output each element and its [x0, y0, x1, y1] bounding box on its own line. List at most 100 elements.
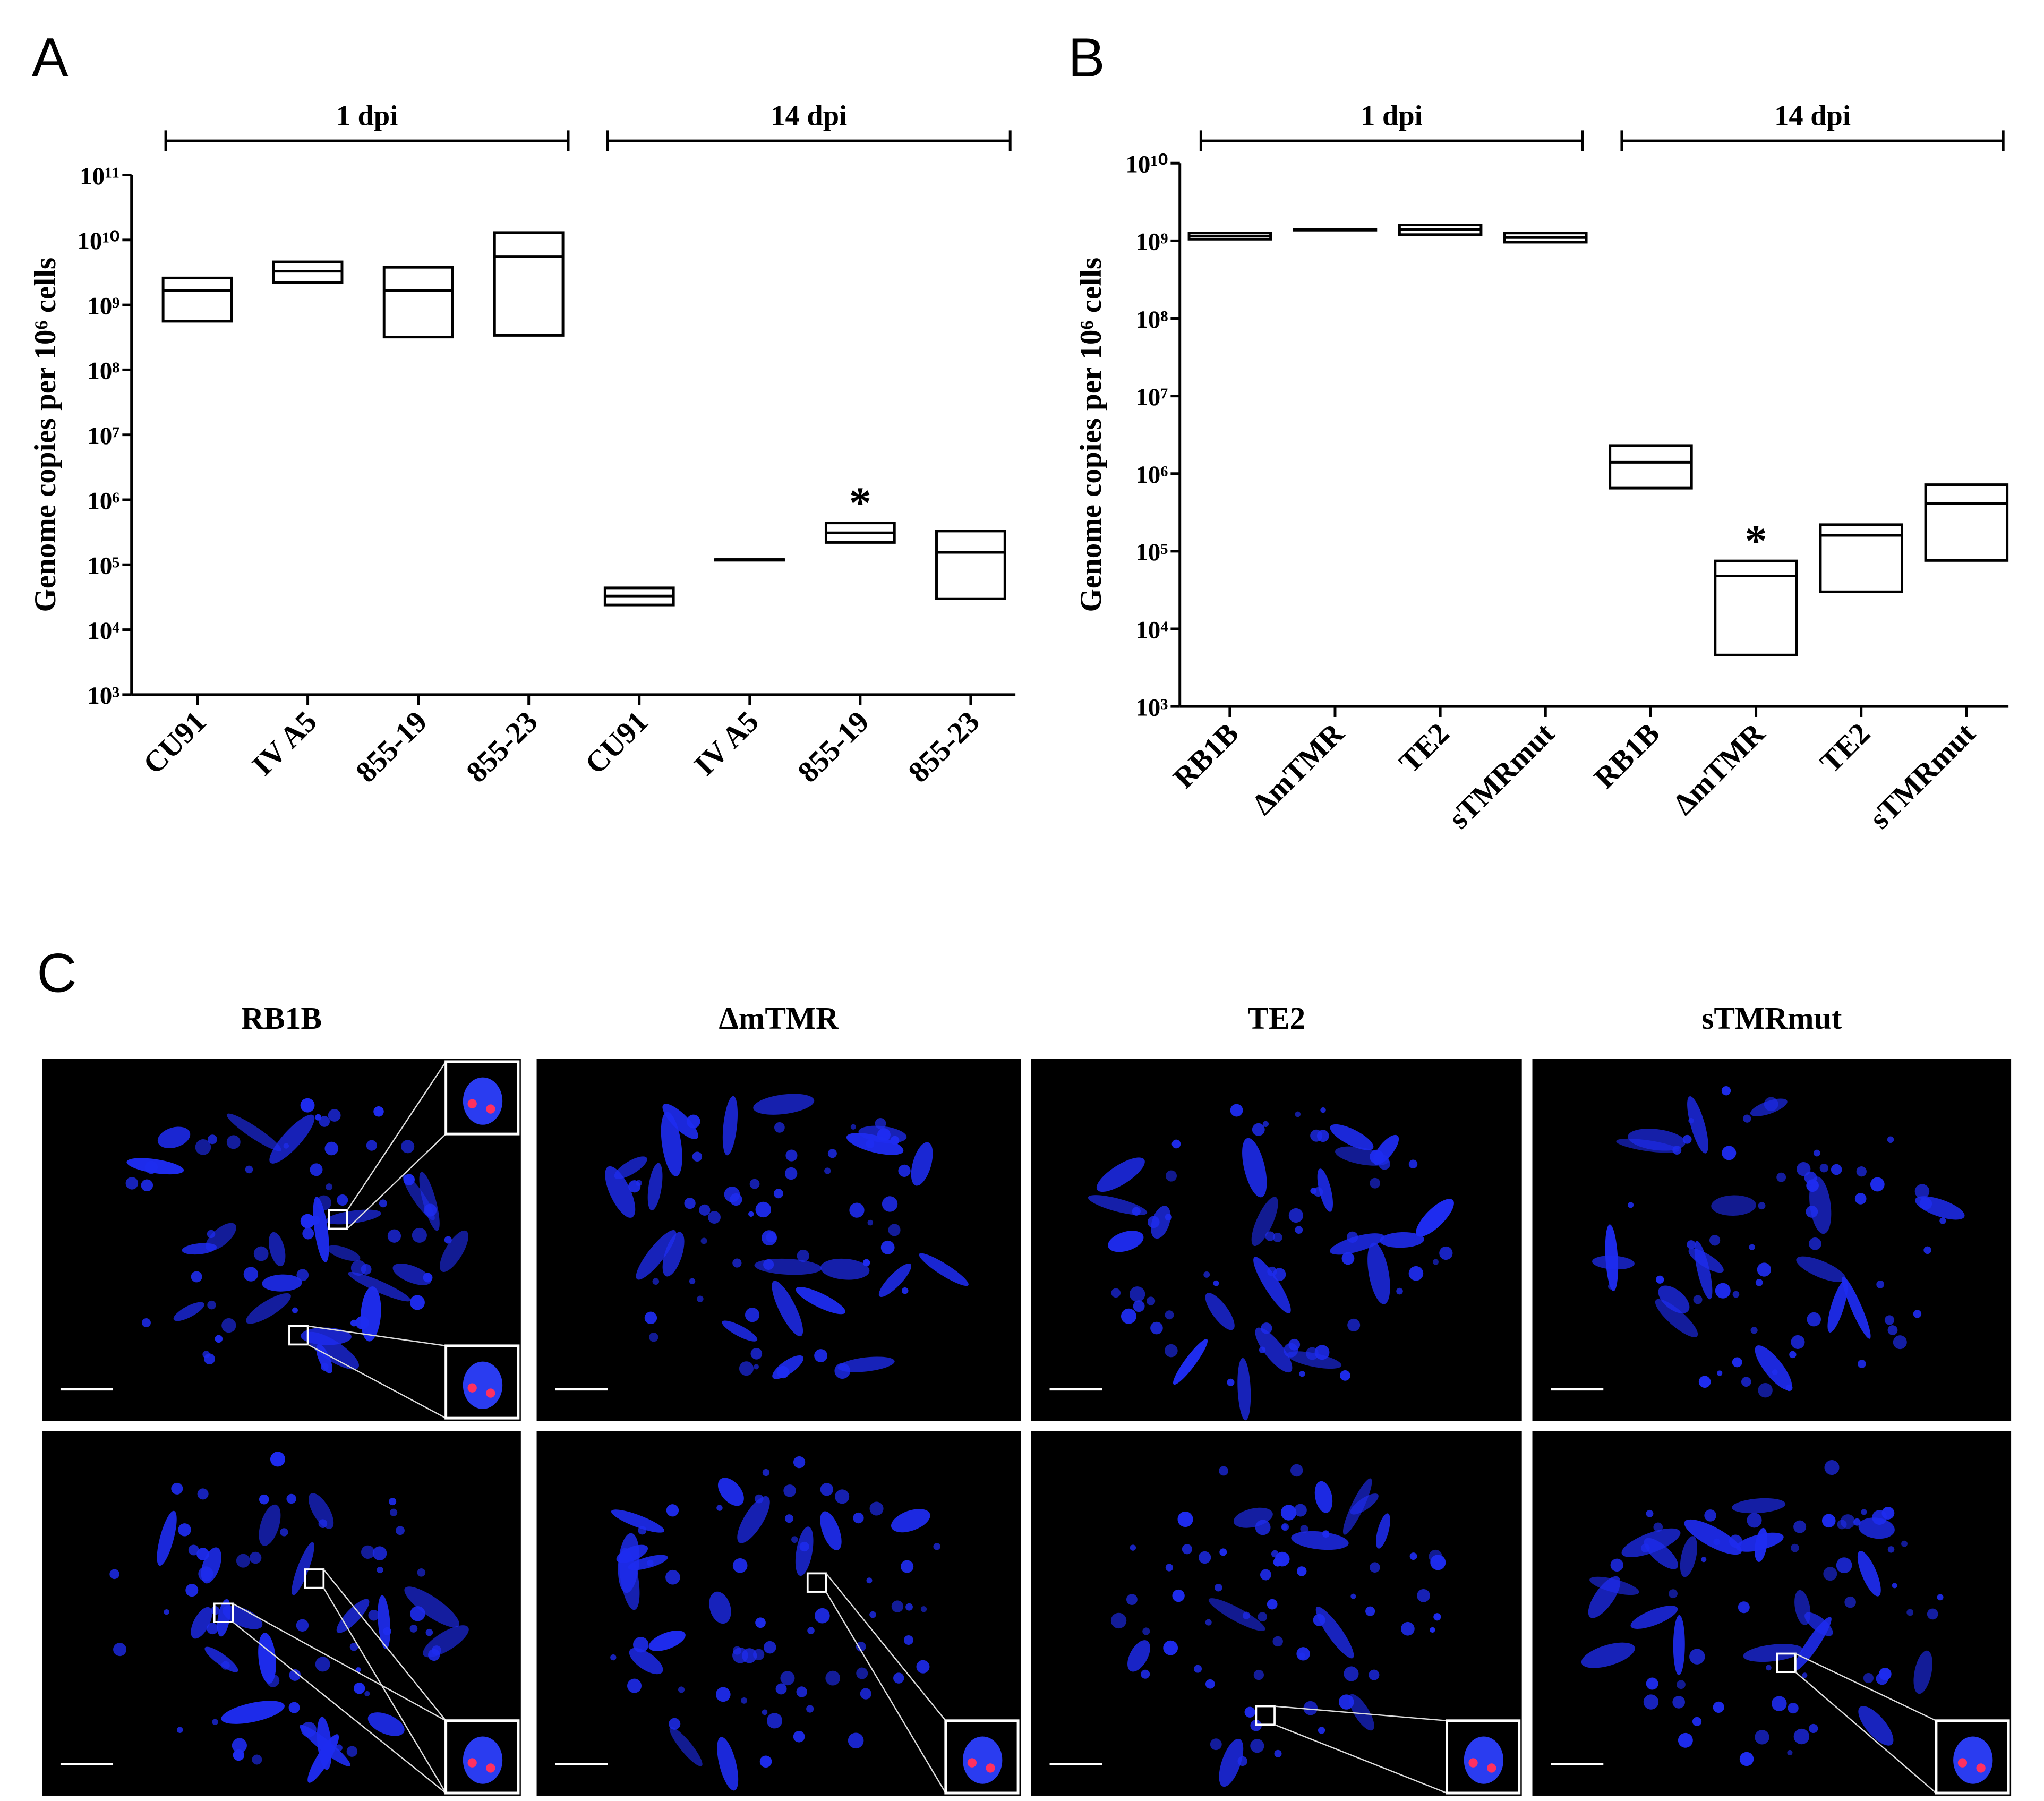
chromosome — [292, 1307, 298, 1313]
group-bracket — [1620, 130, 2005, 151]
chromosome — [1088, 1195, 1148, 1215]
chromosome — [1182, 1544, 1192, 1555]
chromosome — [628, 1180, 641, 1193]
chromosome — [1215, 1583, 1222, 1592]
chromosome — [610, 1654, 617, 1661]
chromosome — [215, 1335, 223, 1343]
chromosome — [1310, 1188, 1317, 1194]
chromosome — [1831, 1164, 1842, 1175]
chromosome — [1732, 1291, 1740, 1298]
chromosome — [125, 1177, 139, 1190]
chromosome — [1844, 1596, 1856, 1608]
chromosome — [716, 1505, 723, 1511]
chromosome — [1432, 1259, 1439, 1265]
chromosome — [1198, 1551, 1211, 1564]
chromosome — [1628, 1129, 1686, 1151]
chromosome — [814, 1349, 827, 1362]
y-axis-title: Genome copies per 10⁶ cells — [29, 258, 62, 612]
chromosome — [350, 1319, 357, 1327]
chromosome — [188, 1544, 199, 1556]
group-label: 14 dpi — [1774, 99, 1851, 131]
y-tick-label: 10¹⁰ — [1125, 151, 1168, 178]
chromosome — [327, 1245, 361, 1261]
inset-box — [1255, 1705, 1276, 1726]
chromosome — [1793, 1520, 1807, 1533]
chromosome — [1914, 1184, 1930, 1199]
chromosome — [732, 1558, 748, 1573]
chromosome — [820, 1258, 870, 1280]
fish-signal — [467, 1758, 477, 1768]
y-tick-label: 10⁵ — [1135, 539, 1168, 566]
chromosome — [893, 1672, 904, 1684]
chromosome — [1110, 1612, 1127, 1629]
chromosome — [364, 1691, 370, 1697]
chromosome — [1797, 1162, 1811, 1176]
chromosome — [1809, 1176, 1832, 1234]
range-box — [161, 276, 233, 323]
chromosome — [1346, 1231, 1358, 1243]
chromosome — [835, 1489, 850, 1504]
chromosome — [296, 1619, 309, 1632]
chromosome — [1854, 1193, 1867, 1205]
chromosome — [717, 1478, 744, 1506]
chromosome — [862, 1259, 870, 1267]
chromosome — [1630, 1606, 1678, 1629]
chromosome — [666, 1504, 679, 1517]
chromosome — [1628, 1202, 1634, 1208]
chromosome — [349, 1642, 358, 1651]
group-bracket — [164, 130, 570, 151]
chromosome — [1330, 1233, 1384, 1255]
fish-signal — [467, 1383, 477, 1393]
chromosome — [1809, 1237, 1821, 1250]
chromosome — [401, 1140, 415, 1154]
chromosome — [791, 1536, 798, 1543]
chromosome — [875, 1118, 886, 1129]
chromosome — [647, 1163, 663, 1211]
chromosome — [1294, 1504, 1307, 1517]
chromosome — [795, 1526, 814, 1576]
chromosome — [722, 1096, 738, 1156]
chromosome — [919, 1253, 969, 1286]
chromosome — [1121, 1308, 1136, 1324]
chromosome — [1262, 1121, 1269, 1127]
chromosome — [1096, 1157, 1145, 1192]
chromosome — [891, 1600, 904, 1612]
chromosome — [1219, 1548, 1227, 1556]
chromosome — [1796, 1256, 1846, 1282]
chromosome — [697, 1295, 704, 1302]
chromosome — [1858, 1517, 1895, 1539]
chromosome — [773, 1189, 783, 1199]
chromosome — [392, 1264, 431, 1285]
chromosome — [1280, 1505, 1297, 1521]
chromosome — [253, 1246, 269, 1261]
chromosome — [1253, 1669, 1264, 1680]
chromosome — [191, 1271, 202, 1283]
chromosome — [1208, 1598, 1265, 1631]
group-label: 1 dpi — [1361, 99, 1423, 131]
chromosome — [1163, 1640, 1178, 1655]
chromosome — [1813, 1149, 1820, 1157]
chromosome — [920, 1606, 927, 1612]
chromosome — [722, 1320, 758, 1342]
y-axis-title: Genome copies per 10⁶ cells — [1074, 258, 1108, 612]
chromosome — [890, 1136, 900, 1145]
chromosome — [1261, 1322, 1272, 1334]
chromosome — [1906, 1609, 1914, 1616]
chromosome — [662, 1232, 685, 1277]
inset-connector — [346, 1061, 447, 1230]
chromosome — [425, 1628, 433, 1636]
chromosome — [1165, 1344, 1178, 1358]
fish-signal — [467, 1099, 477, 1108]
chromosome — [1252, 1123, 1265, 1136]
chromosome — [325, 1209, 381, 1225]
y-tick-label: 10³ — [1135, 694, 1168, 722]
chromosome — [1677, 1680, 1686, 1689]
chromosome — [1823, 1567, 1837, 1581]
chromosome — [1939, 1217, 1946, 1224]
chromosome — [1250, 1739, 1264, 1753]
chromosome — [869, 1501, 884, 1516]
chromosome — [1870, 1177, 1885, 1192]
chromosome — [142, 1318, 151, 1327]
y-tick-label: 10⁹ — [87, 292, 119, 320]
